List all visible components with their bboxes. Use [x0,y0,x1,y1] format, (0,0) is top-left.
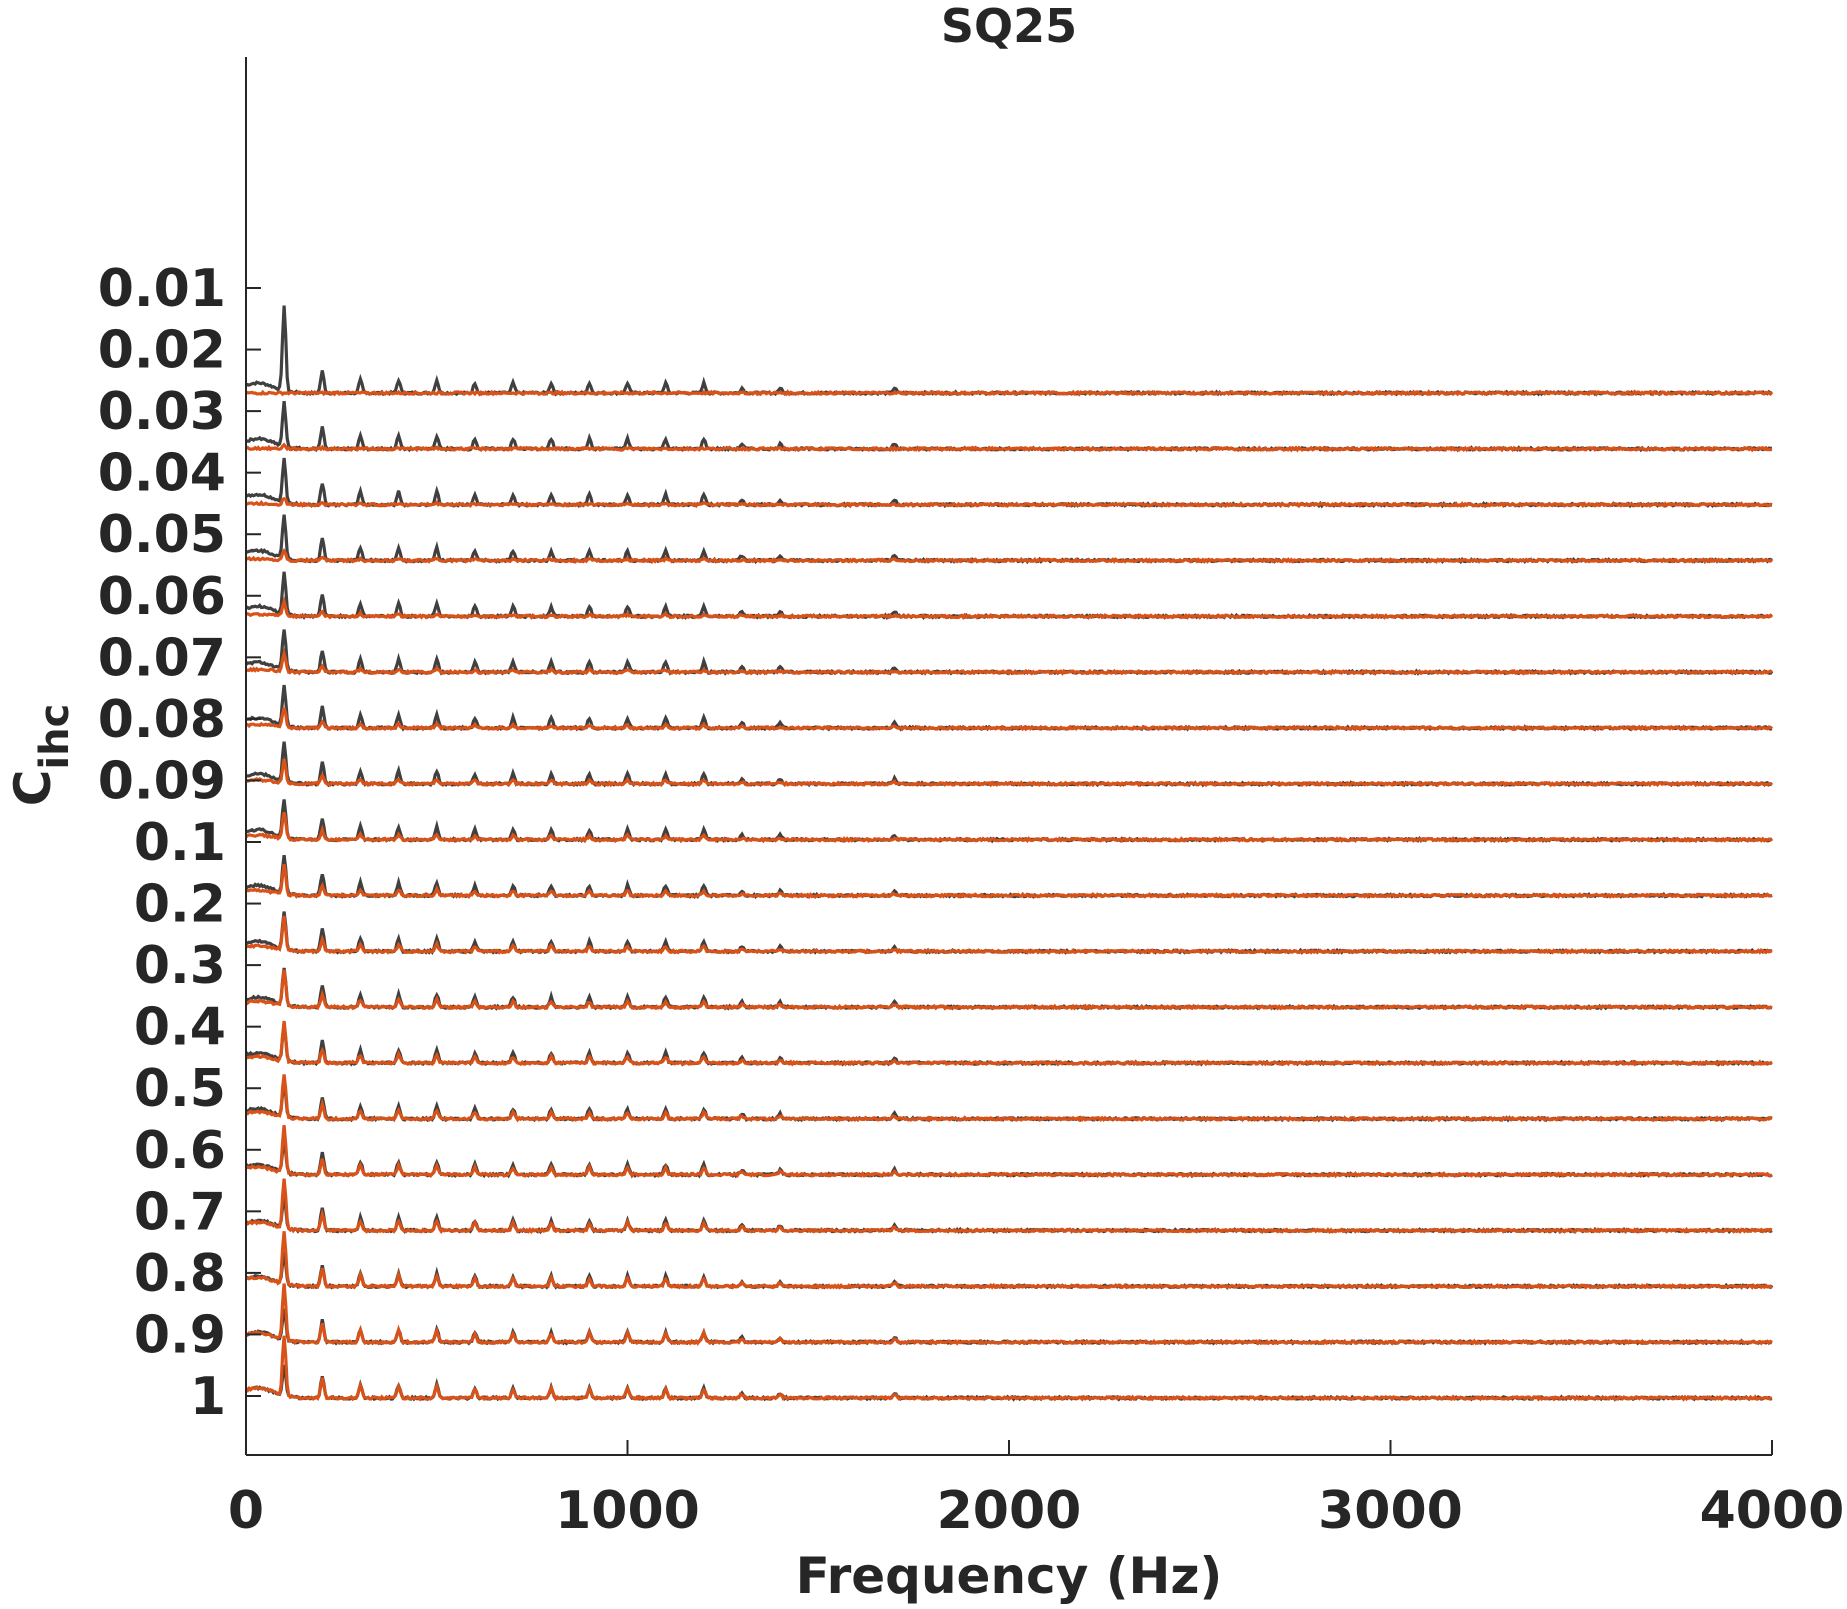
trace-gray [245,457,1772,509]
trace-gray [244,629,1774,676]
y-tick-label: 0.05 [98,505,226,565]
y-axis-label-subscript: ihc [32,704,78,770]
trace-orange [245,758,1773,788]
y-tick-label: 0.9 [134,1305,226,1365]
trace-orange [245,864,1773,900]
trace-gray [245,1195,1773,1235]
trace-orange [245,707,1774,732]
trace-orange [245,496,1773,509]
x-tick-label: 2000 [937,1481,1082,1541]
trace-orange [245,1283,1773,1346]
y-tick-label: 0.08 [98,690,226,750]
y-tick-label: 0.04 [98,444,226,504]
traces [244,305,1774,1402]
trace-orange [245,547,1774,565]
y-tick-label: 0.02 [98,321,226,381]
trace-orange [245,1074,1773,1123]
trace-orange [245,1125,1772,1179]
svg-text:Cihc: Cihc [4,704,78,807]
x-axis-label: Frequency (Hz) [796,1547,1223,1605]
trace-orange [245,647,1774,676]
y-axis-label-main: C [4,770,62,807]
y-tick-label: 0.5 [134,1059,226,1119]
y-tick-label: 0.6 [134,1121,226,1181]
y-tick-label: 0.01 [98,259,226,319]
trace-orange [244,812,1773,844]
trace-orange [245,442,1773,453]
y-tick-label: 0.8 [134,1244,226,1304]
x-tick-label: 1000 [555,1481,700,1541]
trace-orange [244,969,1773,1011]
y-ticks: 0.010.020.030.040.050.060.070.080.090.10… [98,259,261,1427]
x-ticks: 0 1000 2000 3000 4000 [228,1440,1844,1541]
trace-gray [245,571,1773,621]
trace-orange [245,389,1774,397]
y-tick-label: 1 [190,1367,226,1427]
trace-gray [245,1251,1774,1290]
x-tick-label: 3000 [1318,1481,1463,1541]
y-tick-label: 0.03 [98,382,226,442]
trace-orange [244,915,1773,955]
trace-gray [245,514,1773,565]
y-tick-label: 0.7 [134,1182,226,1242]
chart-title: SQ25 [941,0,1077,53]
x-tick-label: 4000 [1700,1481,1845,1541]
trace-orange [245,1231,1773,1290]
y-tick-label: 0.2 [134,875,226,935]
trace-gray [245,1364,1773,1402]
y-axis-label: Cihc [4,704,78,807]
y-tick-label: 0.1 [134,813,226,873]
y-tick-label: 0.4 [134,998,226,1058]
x-tick-label: 0 [228,1481,264,1541]
trace-orange [245,1020,1773,1067]
trace-gray [245,305,1773,397]
trace-orange [245,1178,1773,1235]
trace-gray [245,401,1773,453]
y-tick-label: 0.3 [134,936,226,996]
y-tick-label: 0.09 [98,751,226,811]
y-tick-label: 0.06 [98,567,226,627]
trace-orange [245,595,1774,620]
y-tick-label: 0.07 [98,628,226,688]
trace-orange [245,1335,1773,1402]
